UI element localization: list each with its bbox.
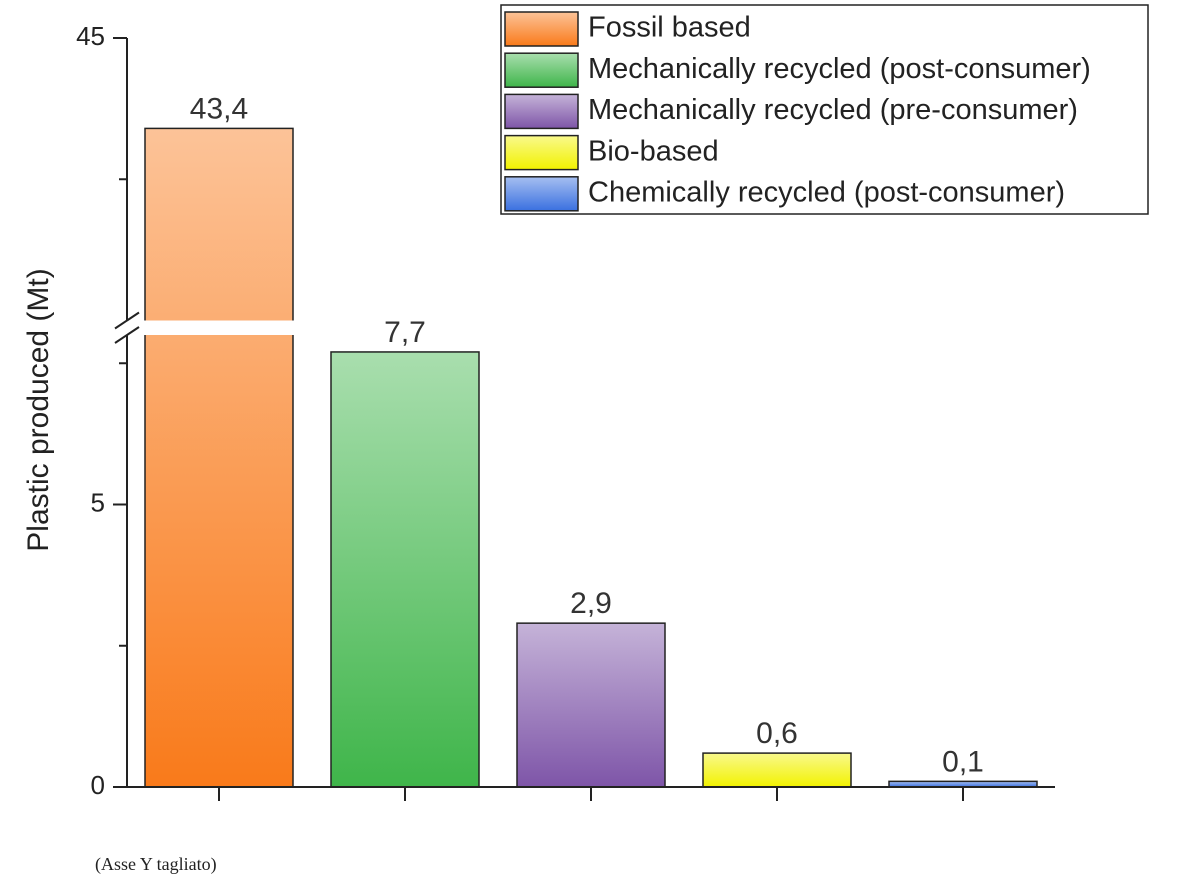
axis-break-mark bbox=[114, 311, 140, 330]
value-label: 0,6 bbox=[756, 717, 798, 750]
legend-label: Fossil based bbox=[588, 12, 751, 44]
bar bbox=[516, 622, 666, 788]
legend-label: Bio-based bbox=[588, 135, 719, 167]
bar bbox=[330, 351, 480, 788]
legend-swatch bbox=[504, 52, 579, 88]
value-label: 7,7 bbox=[384, 316, 426, 349]
footnote: (Asse Y tagliato) bbox=[95, 854, 217, 875]
y-tick-label: 0 bbox=[91, 770, 105, 800]
legend-label: Chemically recycled (post-consumer) bbox=[588, 176, 1065, 208]
legend-swatch bbox=[504, 176, 579, 212]
axis-break-gap bbox=[110, 320, 310, 335]
value-label: 43,4 bbox=[190, 92, 248, 125]
y-axis-label: Plastic produced (Mt) bbox=[22, 268, 55, 551]
legend-swatch bbox=[504, 134, 579, 171]
axis-break-mark bbox=[114, 326, 140, 344]
legend-label: Mechanically recycled (post-consumer) bbox=[588, 53, 1091, 85]
legend-box bbox=[500, 4, 1149, 215]
y-tick-label: 5 bbox=[91, 487, 105, 517]
legend-swatch bbox=[504, 93, 579, 130]
bar bbox=[702, 752, 852, 788]
legend-swatch bbox=[504, 11, 579, 47]
value-label: 0,1 bbox=[942, 745, 984, 778]
y-tick-label: 45 bbox=[76, 21, 105, 51]
value-label: 2,9 bbox=[570, 587, 612, 620]
legend-label: Mechanically recycled (pre-consumer) bbox=[588, 94, 1078, 126]
bar bbox=[144, 127, 294, 788]
